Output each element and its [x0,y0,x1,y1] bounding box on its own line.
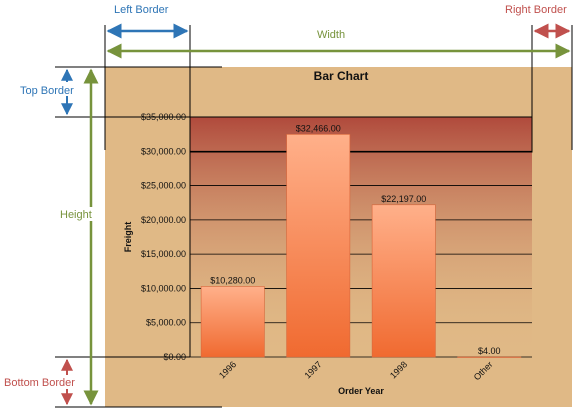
data-label: $22,197.00 [381,194,426,204]
chart-title: Bar Chart [314,69,369,83]
bar [457,356,522,358]
height-label: Height [60,209,92,221]
bar [371,204,436,358]
data-labels: $10,280.00 $32,466.00 $22,197.00 $4.00 [210,123,500,356]
y-tick-label: $0.00 [163,352,186,362]
data-label: $10,280.00 [210,276,255,286]
border-guides [55,25,573,408]
data-label: $32,466.00 [296,123,341,133]
bar [200,286,265,358]
left-border-label: Left Border [114,4,169,16]
x-axis-title: Order Year [338,386,384,396]
width-label: Width [317,29,345,41]
bars [200,134,522,358]
y-axis-title: Freight [123,222,133,253]
bar [286,134,351,358]
top-border-label: Top Border [20,85,74,97]
y-tick-label: $35,000.00 [141,112,186,122]
y-tick-labels: $0.00 $5,000.00 $10,000.00 $15,000.00 $20,00… [141,112,186,362]
y-tick-label: $15,000.00 [141,249,186,259]
y-tick-label: $30,000.00 [141,146,186,156]
y-tick-label: $10,000.00 [141,283,186,293]
y-tick-label: $20,000.00 [141,215,186,225]
y-tick-label: $5,000.00 [146,318,186,328]
bottom-border-label: Bottom Border [4,377,75,389]
y-tick-label: $25,000.00 [141,181,186,191]
right-border-label: Right Border [505,4,567,16]
data-label: $4.00 [478,346,501,356]
